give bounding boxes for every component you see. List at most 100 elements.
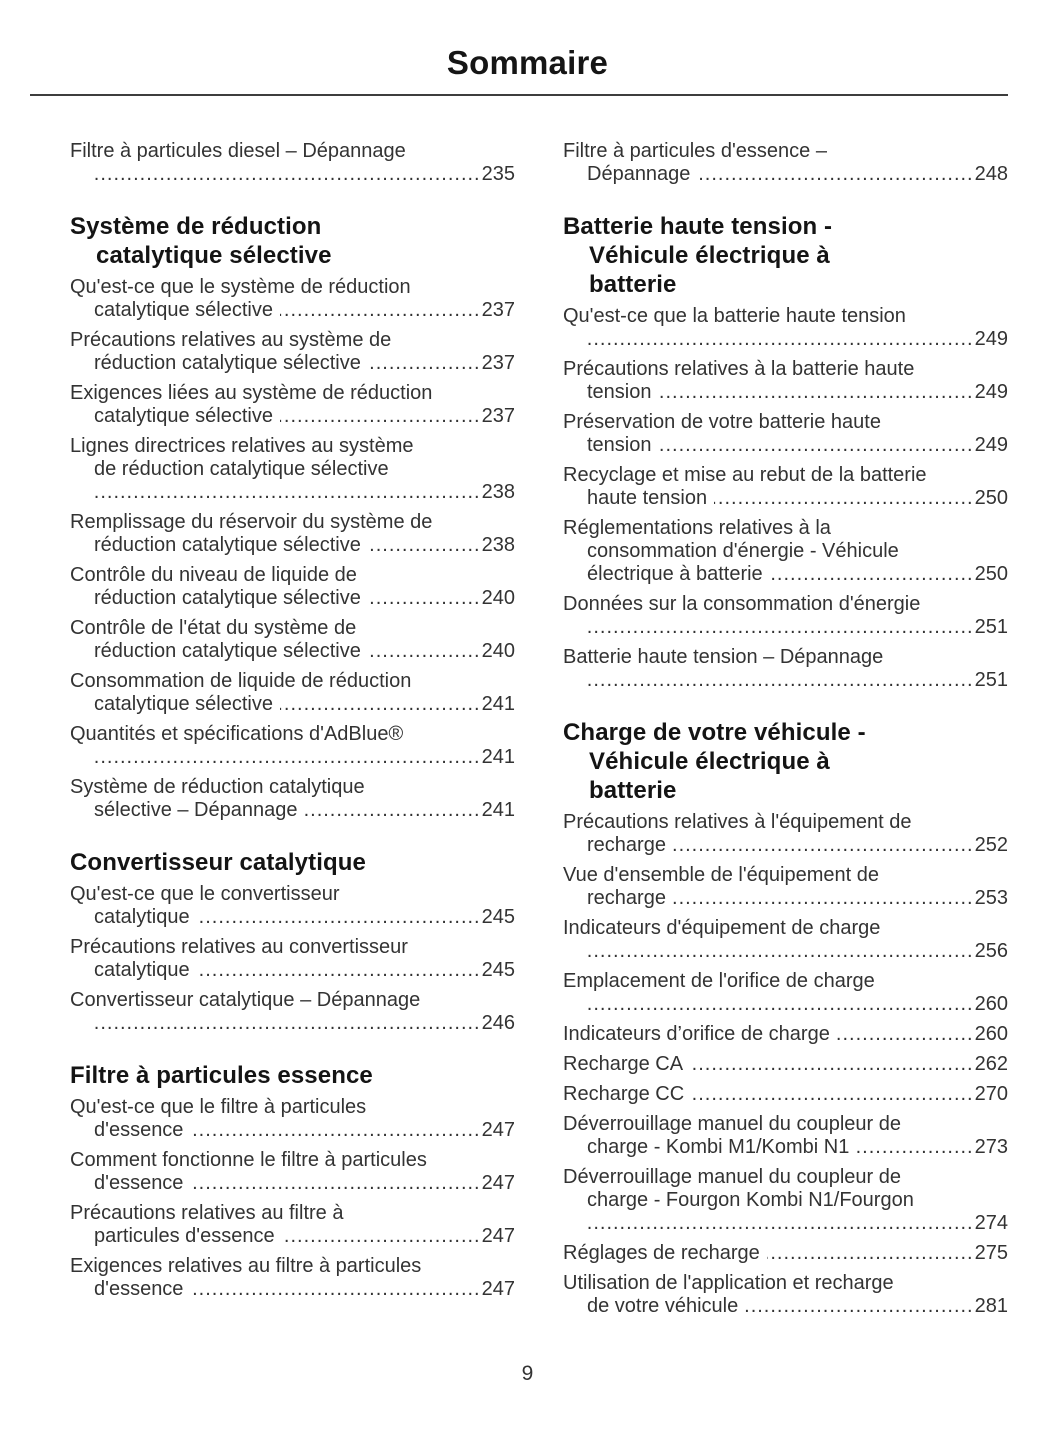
section-heading-line: Véhicule électrique à — [589, 242, 830, 269]
toc-entry-line: Précautions relatives à l'équipement de — [563, 811, 912, 833]
toc-page-number: 247 — [481, 1278, 515, 1300]
toc-entry: Précautions relatives au système de réduc… — [70, 329, 515, 375]
toc-entry: Vue d'ensemble de l'équipement de recharg… — [563, 864, 1008, 910]
toc-page-number: 241 — [481, 799, 515, 821]
toc-entry-text: sélective – Dépannage — [94, 799, 298, 821]
toc-entry: Précautions relatives au filtre à particu… — [70, 1202, 515, 1248]
toc-entry-leader-line: réduction catalytique sélective 237 — [70, 352, 515, 375]
toc-entry-line: Réglementations relatives à la — [563, 517, 831, 539]
page-title: Sommaire — [446, 44, 609, 81]
toc-entry: Déverrouillage manuel du coupleur de char… — [563, 1166, 1008, 1235]
toc-page-number: 250 — [974, 487, 1008, 509]
toc-page-number: 281 — [974, 1295, 1008, 1317]
title-divider — [30, 94, 1008, 96]
dot-leader — [280, 693, 481, 716]
dot-leader — [368, 534, 481, 557]
dot-leader — [280, 405, 481, 428]
toc-entry-text: Indicateurs d’orifice de charge — [563, 1023, 830, 1045]
toc-entry-leader-line: 274 — [563, 1212, 1008, 1235]
toc-entry-line: Qu'est-ce que la batterie haute tension — [563, 305, 906, 327]
toc-entry-line: Exigences liées au système de réduction — [70, 382, 433, 404]
toc-page-number: 262 — [974, 1053, 1008, 1075]
toc-entry-line: Précautions relatives au filtre à — [70, 1202, 344, 1224]
toc-entry-text: Recharge CA — [563, 1053, 684, 1075]
toc-page-number: 247 — [481, 1172, 515, 1194]
toc-entry-leader-line: sélective – Dépannage 241 — [70, 799, 515, 822]
section-heading-line: Batterie haute tension - — [563, 213, 833, 240]
toc-entry-leader-line: d'essence 247 — [70, 1172, 515, 1195]
section-heading-line: Véhicule électrique à — [589, 748, 830, 775]
page-number: 9 — [521, 1362, 534, 1385]
toc-entry: Système de réduction catalytique sélectiv… — [70, 776, 515, 822]
toc-entry-line: Exigences relatives au filtre à particul… — [70, 1255, 422, 1277]
toc-entry: Filtre à particules d'essence – Dépannage… — [563, 140, 1008, 186]
toc-entry-leader-line: 251 — [563, 669, 1008, 692]
toc-column-right: Filtre à particules d'essence – Dépannage… — [563, 140, 1008, 1325]
toc-entry-text: Dépannage — [587, 163, 691, 185]
toc-entry-line: Filtre à particules diesel – Dépannage — [70, 140, 406, 162]
toc-entry: Convertisseur catalytique – Dépannage 246 — [70, 989, 515, 1035]
toc-page-number: 252 — [974, 834, 1008, 856]
toc-page-number: 273 — [974, 1136, 1008, 1158]
toc-entry-line: consommation d'énergie - Véhicule — [587, 540, 899, 562]
toc-entry-leader-line: Recharge CA 262 — [563, 1053, 1008, 1076]
toc-page-number: 270 — [974, 1083, 1008, 1105]
toc-entry-leader-line: 241 — [70, 746, 515, 769]
toc-entry: Données sur la consommation d'énergie 251 — [563, 593, 1008, 639]
toc-entry-leader-line: 246 — [70, 1012, 515, 1035]
dot-leader — [587, 669, 974, 692]
toc-entry-text: haute tension — [587, 487, 708, 509]
toc-entry-line: Recyclage et mise au rebut de la batteri… — [563, 464, 927, 486]
dot-leader — [197, 959, 481, 982]
dot-leader — [190, 1172, 480, 1195]
toc-page-number: 274 — [974, 1212, 1008, 1234]
toc-entry-text: réduction catalytique sélective — [94, 534, 361, 556]
toc-column-left: Filtre à particules diesel – Dépannage 23… — [70, 140, 515, 1325]
dot-leader — [190, 1119, 480, 1142]
dot-leader — [767, 1242, 974, 1265]
dot-leader — [280, 299, 481, 322]
toc-entry-text: réduction catalytique sélective — [94, 640, 361, 662]
toc-entry-text: électrique à batterie — [587, 563, 763, 585]
dot-leader — [745, 1295, 973, 1318]
dot-leader — [587, 616, 974, 639]
toc-entry-leader-line: d'essence 247 — [70, 1278, 515, 1301]
toc-entry-text: catalytique sélective — [94, 693, 273, 715]
toc-entry-leader-line: catalytique 245 — [70, 959, 515, 982]
toc-entry-line: Système de réduction catalytique — [70, 776, 365, 798]
toc-entry-line: charge - Fourgon Kombi N1/Fourgon — [587, 1189, 914, 1211]
dot-leader — [94, 163, 481, 186]
toc-entry: Réglementations relatives à la consommati… — [563, 517, 1008, 586]
toc-page-number: 275 — [974, 1242, 1008, 1264]
toc-entry-leader-line: électrique à batterie 250 — [563, 563, 1008, 586]
toc-entry-leader-line: catalytique 245 — [70, 906, 515, 929]
toc-entry-leader-line: réduction catalytique sélective 238 — [70, 534, 515, 557]
toc-entry-leader-line: recharge 252 — [563, 834, 1008, 857]
toc-entry-leader-line: 260 — [563, 993, 1008, 1016]
toc-entry: Recharge CA 262 — [563, 1053, 1008, 1076]
toc-entry: Consommation de liquide de réduction cata… — [70, 670, 515, 716]
dot-leader — [368, 352, 481, 375]
section-heading: Charge de votre véhicule - Véhicule élect… — [563, 718, 1008, 805]
toc-entry: Préservation de votre batterie haute tens… — [563, 411, 1008, 457]
dot-leader — [587, 940, 974, 963]
toc-page-number: 251 — [974, 669, 1008, 691]
toc-entry-line: Indicateurs d'équipement de charge — [563, 917, 881, 939]
section-heading-line: Filtre à particules essence — [70, 1062, 373, 1089]
toc-entry: Quantités et spécifications d'AdBlue® 241 — [70, 723, 515, 769]
dot-leader — [368, 587, 481, 610]
dot-leader — [282, 1225, 481, 1248]
dot-leader — [197, 906, 481, 929]
toc-entry-leader-line: 251 — [563, 616, 1008, 639]
toc-page-number: 245 — [481, 959, 515, 981]
toc-entry-leader-line: catalytique sélective 237 — [70, 405, 515, 428]
toc-entry-text: de votre véhicule — [587, 1295, 739, 1317]
toc-page-number: 238 — [481, 534, 515, 556]
toc-entry-line: Précautions relatives au système de — [70, 329, 392, 351]
dot-leader — [190, 1278, 480, 1301]
toc-entry-leader-line: haute tension 250 — [563, 487, 1008, 510]
dot-leader — [368, 640, 481, 663]
toc-page-number: 238 — [481, 481, 515, 503]
toc-entry-line: Consommation de liquide de réduction — [70, 670, 412, 692]
toc-entry: Précautions relatives à la batterie haut… — [563, 358, 1008, 404]
